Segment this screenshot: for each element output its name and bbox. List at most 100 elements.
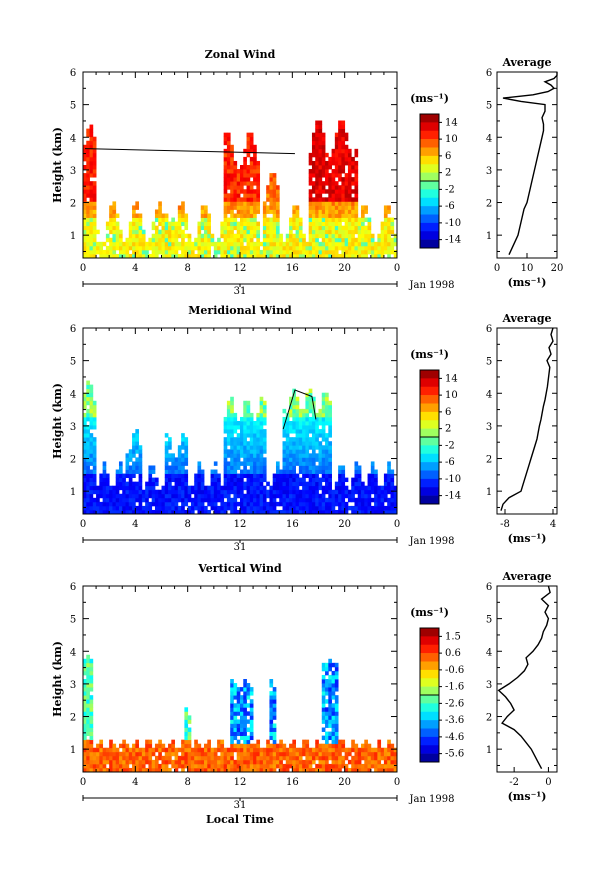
y-tick-label: 3 (70, 680, 76, 691)
profile-title: Average (501, 570, 551, 583)
colorbar-tick-label: -10 (445, 218, 461, 229)
colorbar-swatch (420, 403, 439, 413)
profile-y-tick-label: 3 (486, 680, 492, 691)
colorbar-tick-label: -2 (445, 440, 455, 451)
profile-y-tick-label: 1 (486, 231, 492, 242)
profile-x-label: (ms⁻¹) (508, 532, 547, 545)
profile-x-tick-label: -8 (500, 519, 510, 530)
x-tick-label: 0 (80, 263, 86, 274)
profile-y-tick-label: 6 (486, 68, 492, 79)
date-label: Jan 1998 (408, 536, 454, 547)
day-label: 31 (234, 286, 247, 297)
colorbar-swatch (420, 470, 439, 480)
y-tick-label: 2 (70, 455, 76, 466)
x-tick-label: 0 (80, 519, 86, 530)
colorbar-swatch (420, 386, 439, 396)
profile-y-tick-label: 2 (486, 199, 492, 210)
colorbar-swatch (420, 231, 439, 240)
y-tick-label: 1 (70, 231, 76, 242)
colorbar-tick-label: -2.6 (445, 698, 464, 709)
day-label: 31 (234, 542, 247, 553)
colorbar-swatch (420, 703, 439, 713)
date-label: Jan 1998 (408, 794, 454, 805)
profile-x-label: (ms⁻¹) (508, 276, 547, 289)
x-tick-label: 0 (394, 777, 400, 788)
profile-x-tick-label: 4 (550, 519, 556, 530)
profile-y-tick-label: 1 (486, 487, 492, 498)
colorbar-swatch (420, 669, 439, 679)
profile-line (497, 585, 551, 770)
colorbar-tick-label: 2 (445, 168, 451, 179)
x-tick-label: 12 (234, 519, 247, 530)
y-axis-label: Height (km) (51, 641, 64, 717)
colorbar-swatch (420, 197, 439, 207)
x-tick-label: 16 (286, 519, 299, 530)
average-profile: Average 1 2 3 4 5 6 -2 0 (ms⁻¹) (486, 570, 558, 803)
colorbar-swatch (420, 420, 439, 429)
x-tick-label: 8 (184, 263, 190, 274)
y-tick-label: 6 (70, 68, 76, 79)
colorbar-swatch (420, 122, 439, 132)
profile-y-tick-label: 6 (486, 324, 492, 335)
colorbar-swatch (420, 686, 439, 696)
colorbar-swatch (420, 437, 439, 446)
profile-line (500, 327, 554, 511)
colorbar-swatch (420, 139, 439, 148)
x-tick-label: 0 (80, 777, 86, 788)
x-tick-label: 16 (286, 777, 299, 788)
colorbar-tick-label: 14 (445, 373, 458, 384)
colorbar-tick-label: 14 (445, 117, 458, 128)
heatmap-cells (83, 380, 398, 515)
profile-y-tick-label: 5 (486, 101, 492, 112)
x-tick-label: 12 (234, 263, 247, 274)
colorbar-swatch (420, 155, 439, 165)
colorbar-swatch (420, 378, 439, 388)
colorbar-swatch (420, 445, 439, 455)
heatmap-cells (83, 654, 398, 773)
x-tick-label: 8 (184, 777, 190, 788)
profile-x-tick-label: -2 (509, 777, 519, 788)
profile-x-tick-label: 10 (521, 263, 534, 274)
colorbar-tick-label: -3.6 (445, 715, 464, 726)
colorbar-swatch (420, 661, 439, 671)
y-tick-label: 4 (70, 647, 76, 658)
colorbar-swatch (420, 753, 439, 763)
colorbar: (ms⁻¹) 1.5 0.6 -0.6 -1.6 -2.6 -3.6 -4.6 -5.6 (410, 606, 464, 763)
y-tick-label: 5 (70, 101, 76, 112)
day-label: 31 (234, 800, 247, 811)
profile-x-tick-label: 20 (551, 263, 564, 274)
colorbar-swatch (420, 720, 439, 729)
colorbar-unit: (ms⁻¹) (410, 92, 449, 105)
colorbar-swatch (420, 114, 439, 123)
colorbar-swatch (420, 395, 439, 404)
y-tick-label: 2 (70, 199, 76, 210)
colorbar-swatch (420, 728, 439, 738)
colorbar-unit: (ms⁻¹) (410, 348, 449, 361)
y-axis-label: Height (km) (51, 383, 64, 459)
x-tick-label: 12 (234, 777, 247, 788)
profile-x-tick-label: 0 (494, 263, 500, 274)
profile-title: Average (501, 312, 551, 325)
heatmap-cells (83, 120, 398, 259)
colorbar-swatch (420, 495, 439, 505)
y-tick-label: 4 (70, 389, 76, 400)
y-tick-label: 3 (70, 166, 76, 177)
colorbar: (ms⁻¹) 14 10 6 2 -2 -6 -10 -14 (410, 348, 461, 505)
y-tick-label: 1 (70, 487, 76, 498)
colorbar-tick-label: -1.6 (445, 682, 464, 693)
colorbar-swatch (420, 189, 439, 199)
colorbar-tick-label: -5.6 (445, 749, 464, 760)
profile-y-tick-label: 3 (486, 422, 492, 433)
colorbar-swatch (420, 487, 439, 496)
colorbar-tick-label: 10 (445, 134, 458, 145)
colorbar-tick-label: -0.6 (445, 665, 464, 676)
colorbar-swatch (420, 462, 439, 471)
profile-title: Average (501, 56, 551, 69)
colorbar-tick-label: 0.6 (445, 648, 461, 659)
colorbar-swatch (420, 711, 439, 721)
colorbar-tick-label: 6 (445, 407, 451, 418)
zonal-trace-line (84, 148, 295, 155)
